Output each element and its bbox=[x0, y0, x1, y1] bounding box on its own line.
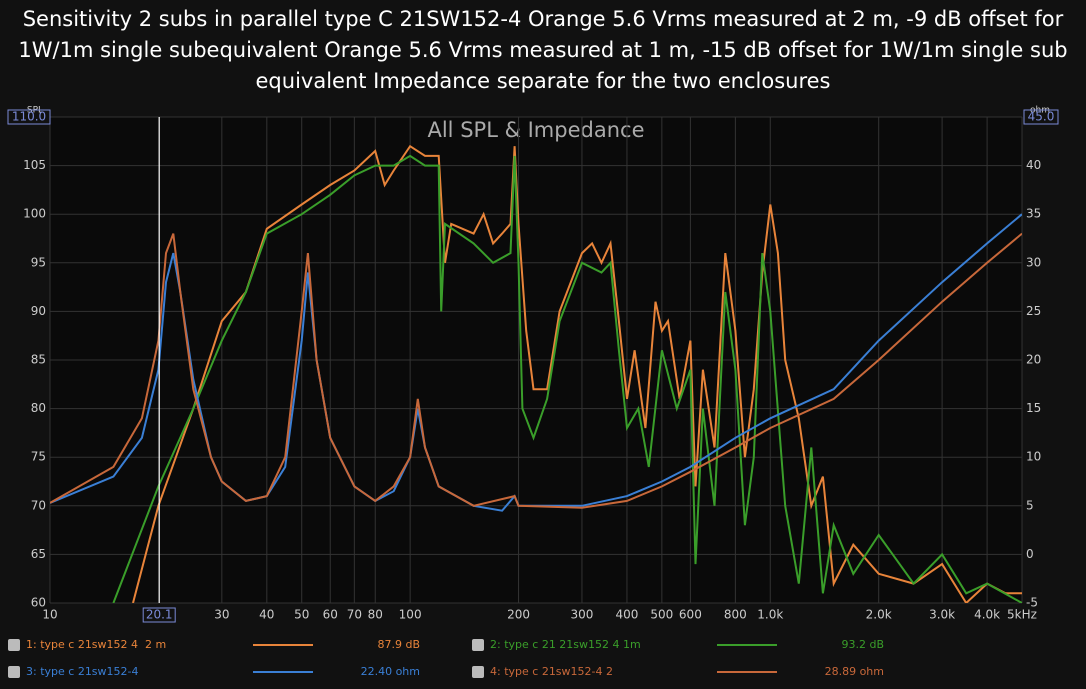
legend-label: 1: type c 21sw152 4 2 m bbox=[26, 638, 166, 651]
legend-readout: 87.9 dB bbox=[377, 638, 420, 651]
y2-tick-label: 5 bbox=[1026, 498, 1034, 512]
plot-title: All SPL & Impedance bbox=[427, 118, 644, 142]
series-line bbox=[50, 232, 1022, 509]
chart-title: Sensitivity 2 subs in parallel type C 21… bbox=[18, 7, 1068, 93]
x-tick-label: 3.0k bbox=[929, 608, 955, 622]
x-tick-label: 500 bbox=[650, 608, 673, 622]
x-tick-label: 2.0k bbox=[866, 608, 892, 622]
y2-tick-label: 25 bbox=[1026, 304, 1041, 318]
y2-tick-label: 45.0 bbox=[1028, 110, 1055, 124]
x-tick-label: 800 bbox=[724, 608, 747, 622]
legend-readout: 28.89 ohm bbox=[825, 665, 884, 678]
x-tick-label: 100 bbox=[399, 608, 422, 622]
x-tick-label: 5kHz bbox=[1007, 608, 1037, 622]
x-tick-label: 1.0k bbox=[757, 608, 783, 622]
y2-tick-label: 40 bbox=[1026, 158, 1041, 172]
y-tick-label: 110.0 bbox=[12, 110, 46, 124]
tick-box bbox=[1023, 109, 1059, 125]
y-tick-label: 100 bbox=[23, 207, 46, 221]
y-tick-label: 75 bbox=[31, 450, 46, 464]
y-tick-label: 65 bbox=[31, 547, 46, 561]
legend-checkbox bbox=[8, 639, 20, 651]
x-tick-label: 40 bbox=[259, 608, 274, 622]
legend-checkbox bbox=[472, 666, 484, 678]
cursor-label: 20.1 bbox=[146, 608, 173, 622]
x-tick-label: 10 bbox=[42, 608, 57, 622]
y2-tick-label: -5 bbox=[1026, 596, 1038, 610]
series-line bbox=[132, 144, 1022, 603]
legend-label: 4: type c 21sw152-4 2 bbox=[490, 665, 613, 678]
y-tick-label: 70 bbox=[31, 498, 46, 512]
x-tick-label: 80 bbox=[368, 608, 383, 622]
cursor-box bbox=[142, 607, 176, 623]
y2-tick-label: 35 bbox=[1026, 207, 1041, 221]
x-tick-label: 4.0k bbox=[974, 608, 1000, 622]
tick-box bbox=[7, 109, 51, 125]
x-tick-label: 50 bbox=[294, 608, 309, 622]
y2-tick-label: 30 bbox=[1026, 255, 1041, 269]
y2-tick-label: 0 bbox=[1026, 547, 1034, 561]
x-tick-label: 30 bbox=[214, 608, 229, 622]
y-tick-label: 80 bbox=[31, 401, 46, 415]
x-tick-label: 400 bbox=[616, 608, 639, 622]
x-tick-label: 60 bbox=[323, 608, 338, 622]
y2-tick-label: 10 bbox=[1026, 450, 1041, 464]
legend-readout: 22.40 ohm bbox=[361, 665, 420, 678]
y-tick-label: 105 bbox=[23, 158, 46, 172]
x-tick-label: 70 bbox=[347, 608, 362, 622]
legend-checkbox bbox=[8, 666, 20, 678]
y2-tick-label: 15 bbox=[1026, 401, 1041, 415]
legend-readout: 93.2 dB bbox=[841, 638, 884, 651]
legend-checkbox bbox=[472, 639, 484, 651]
x-tick-label: 300 bbox=[571, 608, 594, 622]
legend-label: 3: type c 21sw152-4 bbox=[26, 665, 139, 678]
y-tick-label: 90 bbox=[31, 304, 46, 318]
series-line bbox=[112, 154, 1022, 603]
y-tick-label: 85 bbox=[31, 353, 46, 367]
legend-label: 2: type c 21 21sw152 4 1m bbox=[490, 638, 641, 651]
y-tick-label: 60 bbox=[31, 596, 46, 610]
y2-tick-label: 20 bbox=[1026, 353, 1041, 367]
x-tick-label: 200 bbox=[507, 608, 530, 622]
y-tick-label: 95 bbox=[31, 255, 46, 269]
x-tick-label: 600 bbox=[679, 608, 702, 622]
